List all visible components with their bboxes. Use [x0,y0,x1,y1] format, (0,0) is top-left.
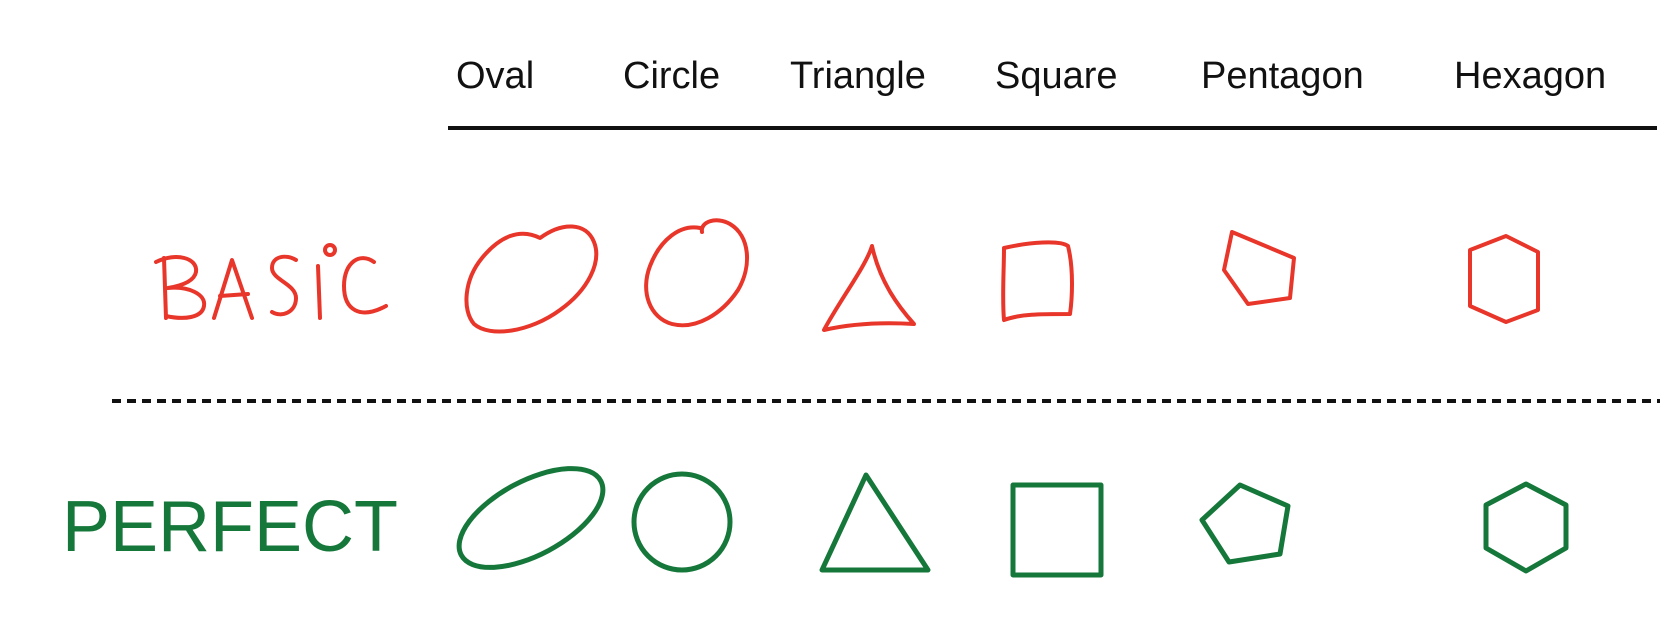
perfect-pentagon-shape [1199,482,1291,565]
basic-circle-shape [644,218,749,328]
basic-hexagon-shape [1468,234,1540,324]
perfect-square-shape [1010,482,1104,578]
column-header-triangle: Triangle [790,55,926,97]
column-header-hexagon: Hexagon [1454,55,1607,97]
perfect-hexagon-shape [1483,481,1569,574]
perfect-triangle-shape [819,472,931,573]
perfect-circle-shape [631,471,733,573]
column-header-circle: Circle [623,55,721,97]
column-header-square: Square [995,55,1118,97]
row-label-basic [154,243,388,320]
basic-square-shape [1001,240,1074,322]
row-label-perfect: PERFECT [62,487,399,567]
basic-oval-shape [464,224,599,334]
column-header-oval: Oval [456,55,535,97]
basic-triangle-shape [822,244,916,332]
perfect-oval-shape [456,466,606,570]
basic-pentagon-shape [1222,230,1296,306]
column-header-pentagon: Pentagon [1201,55,1364,97]
